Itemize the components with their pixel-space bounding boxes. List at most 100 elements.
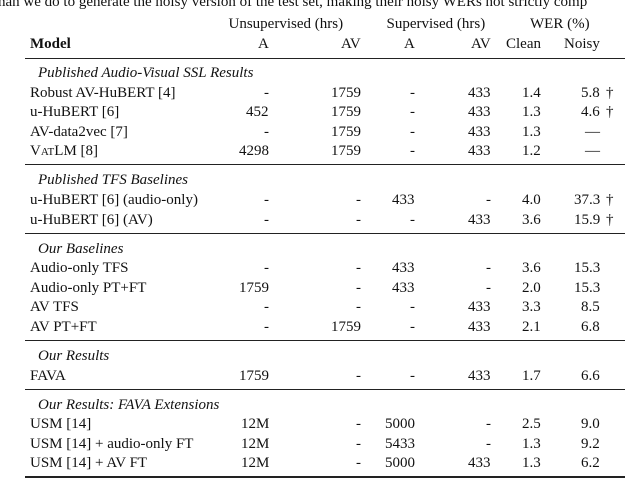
cell: - — [410, 299, 415, 316]
model-name: USM [14] — [30, 416, 92, 433]
cell: 1759 — [331, 143, 361, 160]
model-name: VatLM [8] — [30, 143, 99, 160]
cell: - — [356, 211, 361, 228]
model-name: u-HuBERT [6] (AV) — [30, 211, 153, 228]
cell: - — [356, 260, 361, 277]
cell: 5.8 — [581, 84, 600, 101]
cell: 15.3 — [574, 279, 601, 296]
cell: 1759 — [239, 279, 269, 296]
cell: 1759 — [331, 104, 361, 121]
cell: - — [356, 416, 361, 433]
cell: 12M — [241, 435, 270, 452]
cell: 4.6 — [581, 104, 600, 121]
cell: 12M — [241, 416, 270, 433]
cell: 1.4 — [522, 84, 541, 101]
cell: 1759 — [239, 367, 269, 384]
model-name: USM [14] + audio-only FT — [30, 435, 194, 452]
cell: 5000 — [385, 416, 415, 433]
cell: 5000 — [385, 455, 415, 472]
table-rule — [25, 476, 625, 479]
model-name: Audio-only PT+FT — [30, 279, 147, 296]
cell: 4298 — [239, 143, 269, 160]
table-rule — [25, 340, 625, 341]
column-group: Unsupervised (hrs) — [228, 16, 344, 32]
cell: - — [486, 435, 491, 452]
column-header: A — [404, 36, 415, 52]
section-title: Our Results — [38, 348, 110, 364]
cutoff-text: han we do to generate the noisy version … — [0, 0, 588, 10]
column-header: Noisy — [564, 36, 600, 52]
cell: 452 — [246, 104, 269, 121]
cell: - — [356, 367, 361, 384]
model-name: FAVA — [30, 367, 66, 384]
cell: 15.9 — [574, 211, 601, 228]
cell: - — [264, 319, 269, 335]
cell: - — [264, 260, 269, 277]
cell: 1.3 — [522, 455, 541, 472]
cell: 3.3 — [522, 299, 541, 316]
cell: 3.6 — [522, 211, 541, 228]
column-header: AV — [471, 36, 491, 52]
model-name: AV-data2vec [7] — [30, 123, 128, 140]
cell: 433 — [392, 260, 415, 277]
cell: - — [264, 123, 269, 140]
cell: - — [264, 192, 269, 208]
cell: 1759 — [331, 84, 361, 101]
model-name: u-HuBERT [6] (audio-only) — [30, 192, 198, 208]
cell: - — [486, 260, 491, 277]
cell: 37.3 — [574, 192, 601, 208]
cell: 1.3 — [522, 435, 541, 452]
cell: 12M — [241, 455, 270, 472]
cell: - — [486, 192, 491, 208]
cell: - — [264, 84, 269, 101]
column-header: Model — [30, 36, 71, 52]
column-header: A — [258, 36, 269, 52]
cell: — — [585, 123, 600, 140]
model-name: u-HuBERT [6] — [30, 104, 120, 121]
cell: 433 — [468, 211, 491, 228]
cell: 433 — [392, 279, 415, 296]
cell: 2.5 — [522, 416, 541, 433]
cell: 1.3 — [522, 104, 541, 121]
cell: - — [410, 211, 415, 228]
column-group: Supervised (hrs) — [386, 16, 486, 32]
cell: 1.7 — [522, 367, 541, 384]
cell: 5433 — [385, 435, 415, 452]
section-title: Published Audio-Visual SSL Results — [38, 65, 254, 81]
cell: - — [356, 192, 361, 208]
footnote-mark: † — [606, 192, 614, 208]
cell: — — [585, 143, 600, 160]
cell: 9.2 — [581, 435, 600, 452]
cell: 3.6 — [522, 260, 541, 277]
section-title: Our Results: FAVA Extensions — [38, 396, 220, 413]
cell: - — [356, 435, 361, 452]
cell: 433 — [468, 84, 491, 101]
cell: - — [410, 319, 415, 335]
cell: 2.1 — [522, 319, 541, 335]
model-name: Robust AV-HuBERT [4] — [30, 84, 176, 101]
cell: - — [410, 104, 415, 121]
cell: 2.0 — [522, 279, 541, 296]
cell: 1759 — [331, 123, 361, 140]
cell: 6.6 — [581, 367, 600, 384]
column-header: AV — [341, 36, 361, 52]
cell: - — [356, 279, 361, 296]
section-title: Published TFS Baselines — [38, 172, 188, 189]
cell: 4.0 — [522, 192, 541, 208]
cell: 433 — [468, 455, 491, 472]
cell: 15.3 — [574, 260, 601, 277]
table-rule — [25, 58, 625, 59]
cell: 1.2 — [522, 143, 541, 160]
cell: 433 — [392, 192, 415, 208]
cell: 8.5 — [581, 299, 600, 316]
section-title: Our Baselines — [38, 240, 124, 257]
cell: 433 — [468, 319, 491, 335]
cell: 433 — [468, 123, 491, 140]
column-header: Clean — [506, 36, 541, 52]
table-rule — [25, 388, 625, 390]
model-name: AV PT+FT — [30, 319, 97, 335]
cell: - — [410, 123, 415, 140]
cell: - — [486, 279, 491, 296]
cell: - — [410, 367, 415, 384]
